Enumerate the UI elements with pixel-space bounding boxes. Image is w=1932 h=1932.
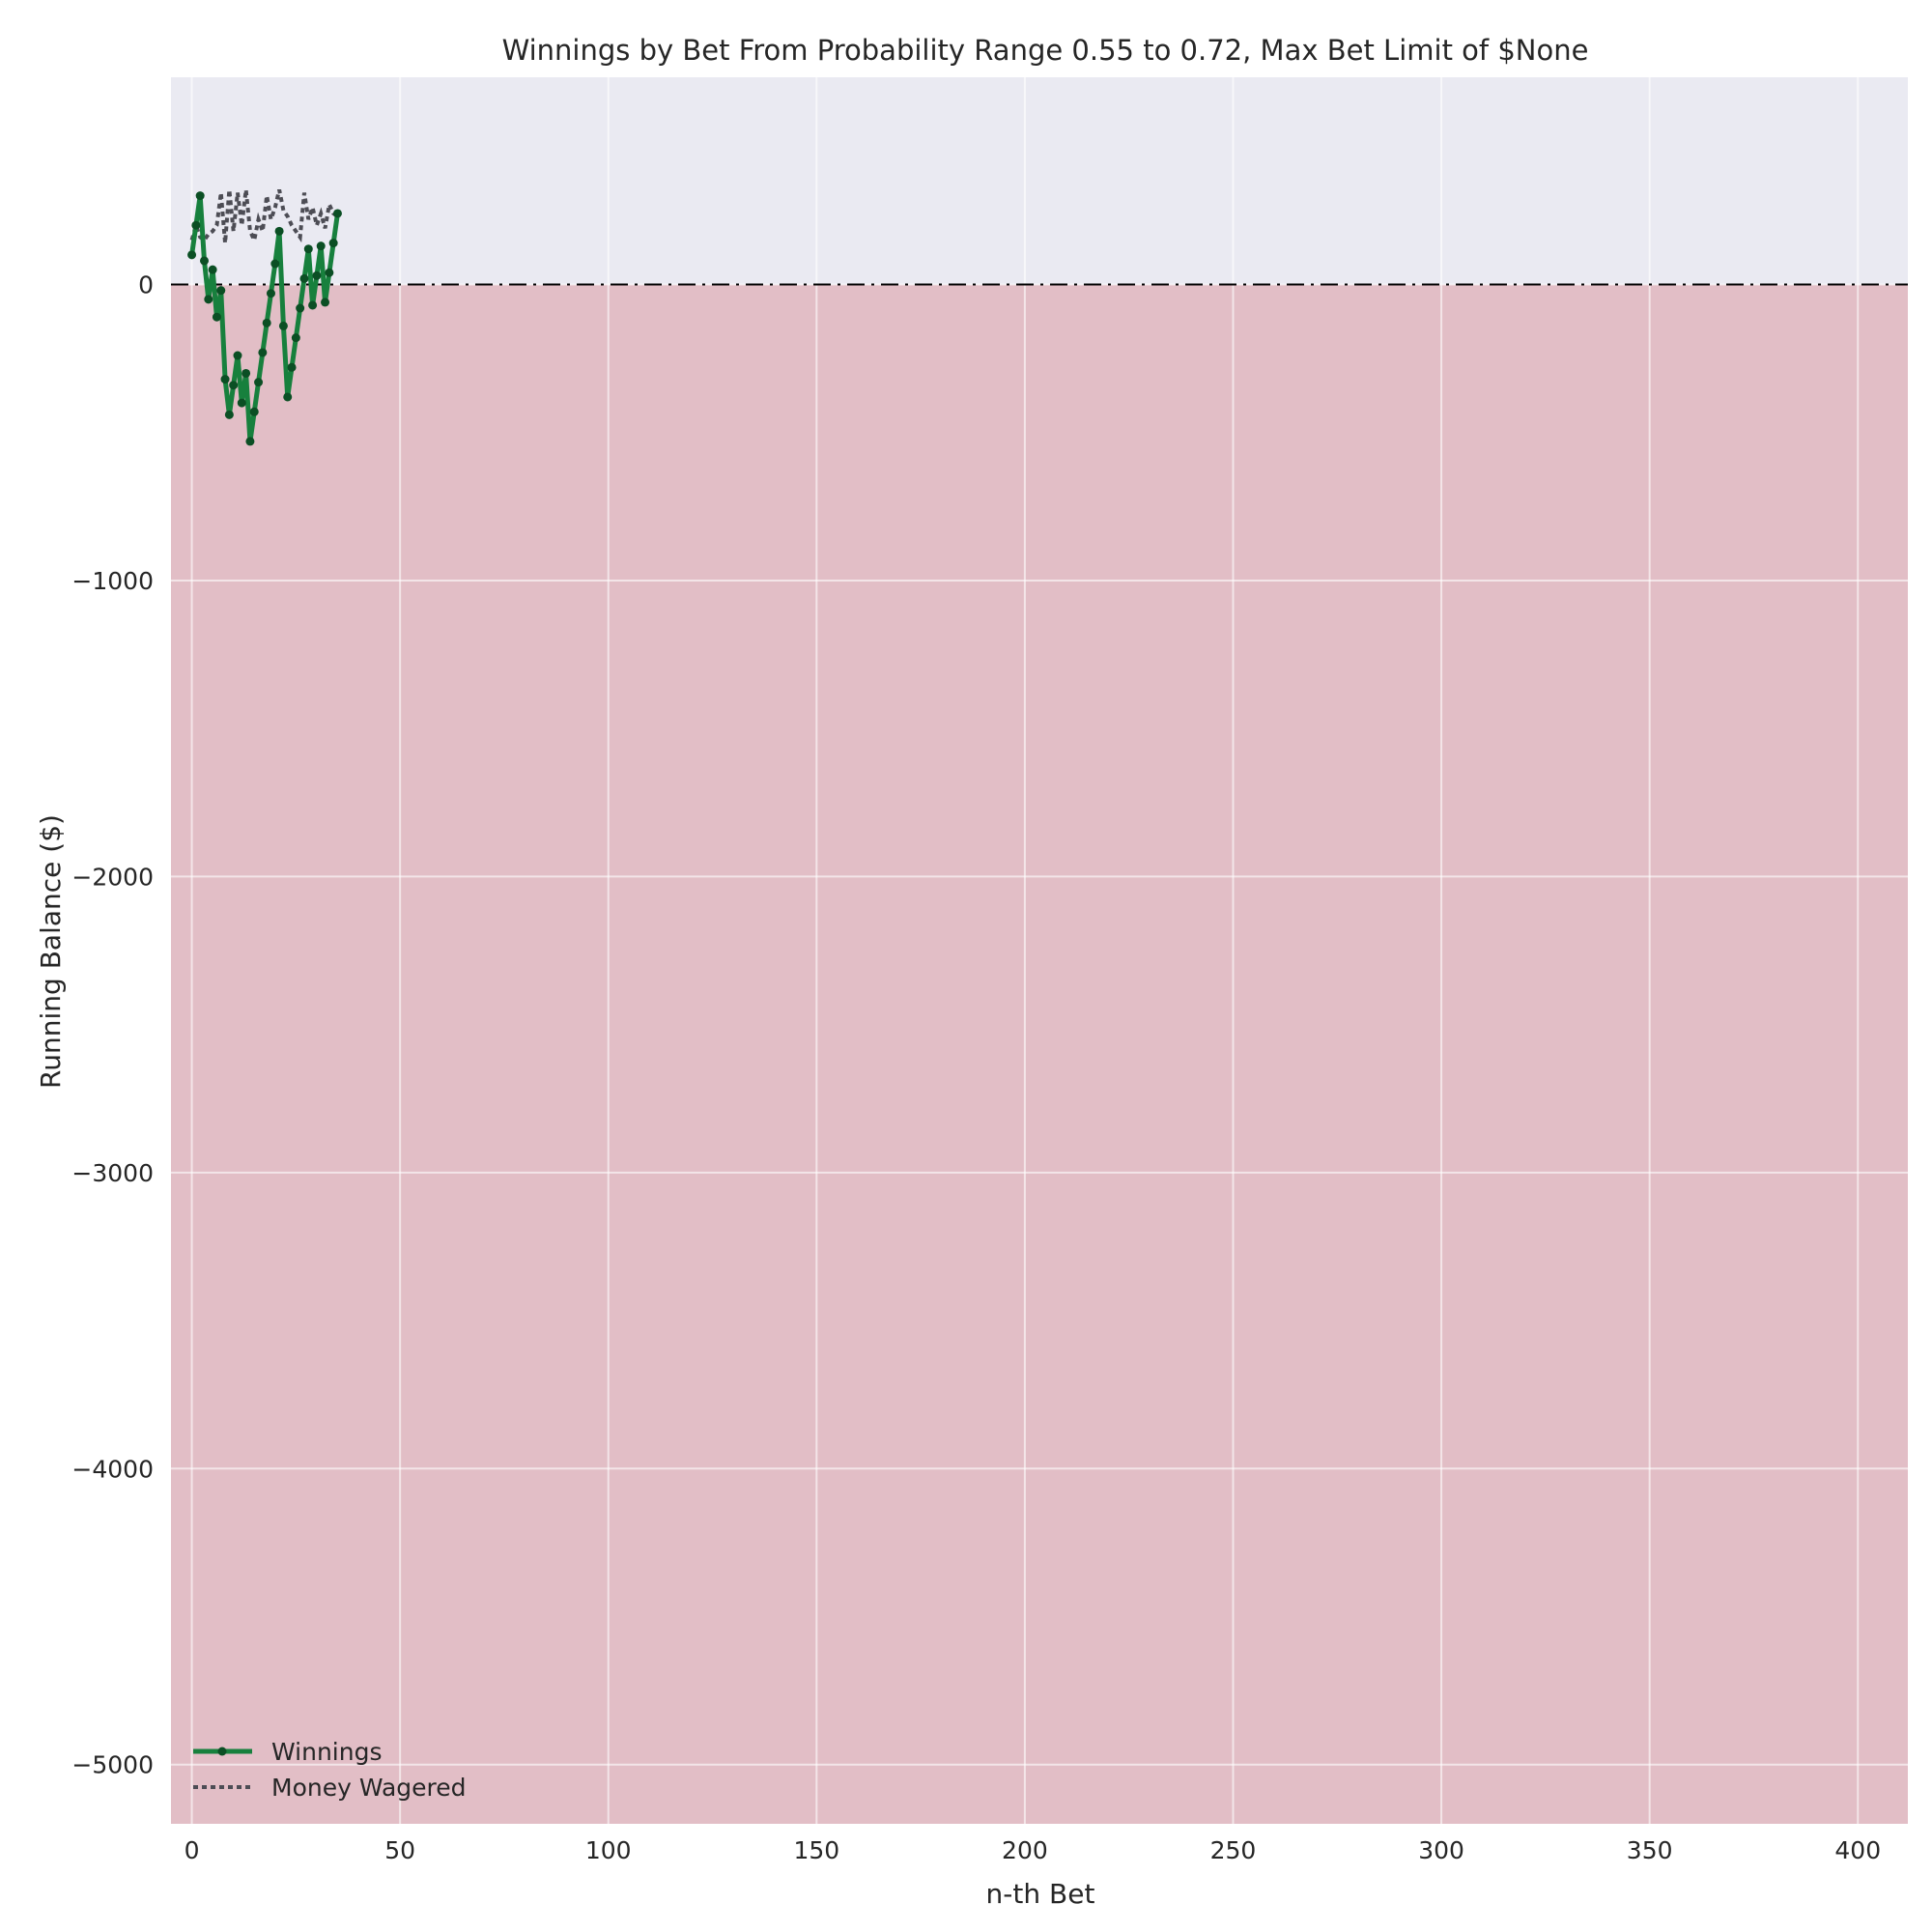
y-tick-label: −5000: [71, 1751, 154, 1779]
winnings-point: [237, 398, 246, 408]
winnings-point: [249, 407, 259, 416]
winnings-point: [258, 348, 268, 357]
winnings-point: [191, 220, 201, 230]
winnings-point: [220, 375, 230, 384]
winnings-point: [208, 265, 217, 274]
region-positive: [171, 77, 1908, 285]
series-layer: [187, 188, 342, 446]
x-tick-labels: 0 50 100 150 200 250 300 350 400: [185, 1836, 1882, 1864]
legend-winnings-marker: [217, 1747, 227, 1756]
x-tick-label: 350: [1627, 1836, 1673, 1864]
winnings-point: [229, 381, 239, 390]
winnings-point: [224, 410, 234, 419]
grid: [171, 77, 1908, 1824]
series-money-wagered-line: [189, 188, 339, 246]
winnings-point: [187, 250, 197, 260]
winnings-point: [266, 289, 275, 298]
winnings-point: [303, 244, 313, 254]
legend: Winnings Money Wagered: [193, 1738, 467, 1802]
winnings-point: [321, 298, 330, 307]
winnings-point: [316, 242, 326, 251]
y-tick-label: 0: [138, 271, 154, 299]
winnings-point: [312, 270, 322, 280]
x-tick-label: 150: [793, 1836, 839, 1864]
y-tick-label: −4000: [71, 1455, 154, 1483]
winnings-point: [233, 351, 242, 360]
winnings-point: [278, 321, 288, 330]
region-negative: [171, 284, 1908, 1824]
winnings-point: [296, 303, 305, 313]
x-tick-label: 250: [1210, 1836, 1257, 1864]
winnings-point: [212, 312, 221, 322]
winnings-point: [216, 286, 226, 296]
winnings-point: [245, 437, 255, 446]
x-tick-label: 50: [384, 1836, 415, 1864]
y-tick-labels: 0 −1000 −2000 −3000 −4000 −5000: [71, 271, 154, 1779]
legend-wagered-label: Money Wagered: [271, 1774, 467, 1802]
winnings-point: [242, 368, 251, 378]
winnings-point: [299, 273, 309, 283]
winnings-point: [287, 362, 297, 372]
winnings-point: [283, 392, 293, 402]
winnings-point: [195, 191, 205, 201]
x-tick-label: 400: [1834, 1836, 1881, 1864]
chart-title: Winnings by Bet From Probability Range 0…: [502, 34, 1589, 67]
y-tick-label: −1000: [71, 567, 154, 595]
winnings-point: [254, 378, 264, 387]
winnings-point: [270, 259, 280, 269]
winnings-point: [204, 295, 213, 304]
winnings-point: [199, 256, 209, 266]
y-tick-label: −3000: [71, 1159, 154, 1187]
legend-winnings-label: Winnings: [271, 1738, 383, 1766]
winnings-point: [291, 333, 300, 343]
x-tick-label: 100: [585, 1836, 632, 1864]
x-tick-label: 0: [185, 1836, 200, 1864]
winnings-point: [328, 239, 338, 248]
x-tick-label: 300: [1418, 1836, 1464, 1864]
series-winnings-line: [189, 193, 340, 444]
y-axis-label: Running Balance ($): [35, 814, 67, 1089]
plot-backgrounds: [171, 77, 1908, 1824]
winnings-point: [262, 318, 271, 327]
winnings-point: [308, 300, 318, 310]
winnings-point: [325, 268, 334, 277]
x-axis-label: n-th Bet: [986, 1878, 1095, 1910]
x-tick-label: 200: [1002, 1836, 1048, 1864]
winnings-point: [332, 209, 342, 218]
y-tick-label: −2000: [71, 863, 154, 891]
winnings-point: [274, 226, 284, 236]
